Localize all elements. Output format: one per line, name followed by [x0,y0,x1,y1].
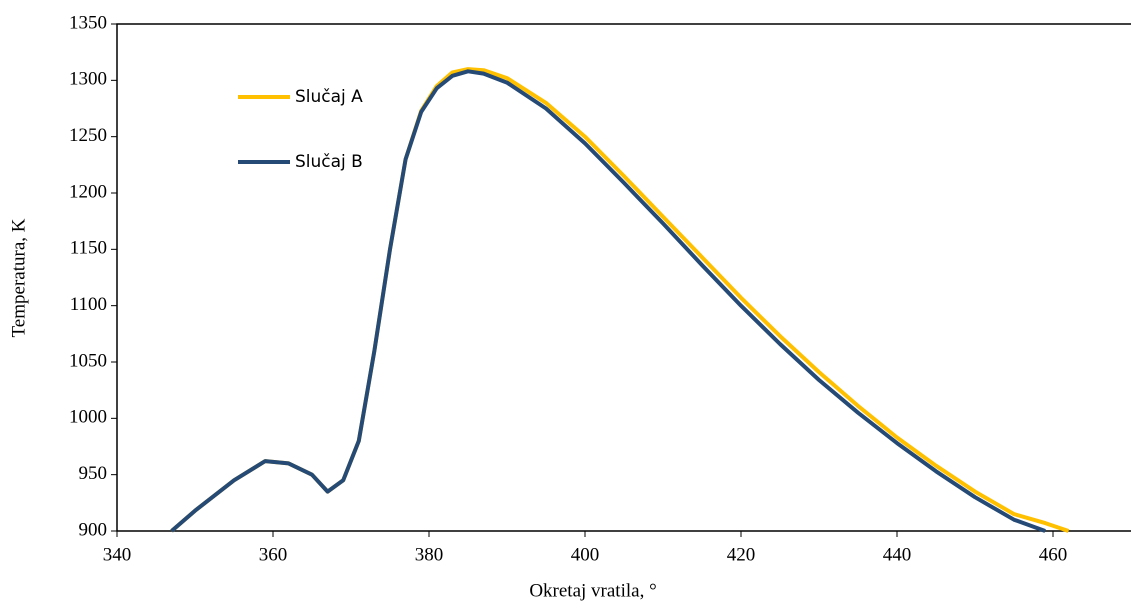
x-tick-label: 400 [571,544,600,565]
y-tick-label: 1350 [69,12,107,33]
y-tick-label: 1000 [69,407,107,428]
legend-label: Slučaj A [295,87,363,107]
x-tick-label: 420 [727,544,756,565]
y-tick-label: 1050 [69,350,107,371]
y-tick-label: 1250 [69,125,107,146]
y-tick-label: 1300 [69,69,107,90]
y-tick-label: 1100 [70,294,107,315]
y-tick-label: 900 [79,519,108,540]
series-line [170,69,1046,533]
x-tick-label: 380 [415,544,444,565]
plot-frame [116,23,1131,532]
x-tick-label: 460 [1039,544,1068,565]
x-tick-label: 360 [259,544,288,565]
series-line [170,67,1070,533]
y-axis-title: Temperatura, K [8,218,29,337]
y-tick-label: 1200 [69,181,107,202]
x-axis-title: Okretaj vratila, ° [529,580,656,601]
legend-label: Slučaj B [295,152,363,172]
y-tick-label: 950 [79,463,108,484]
x-tick-label: 340 [103,544,132,565]
y-tick-label: 1150 [70,238,107,259]
x-tick-label: 440 [883,544,912,565]
